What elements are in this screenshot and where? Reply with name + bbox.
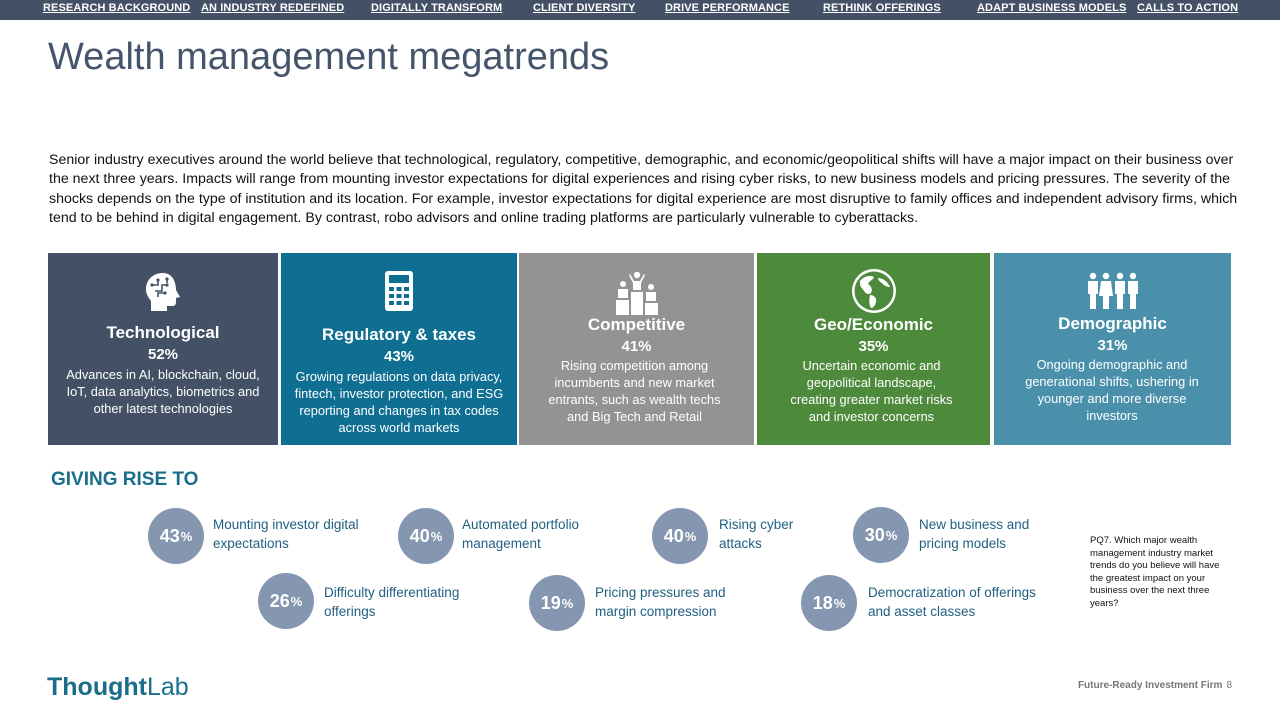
nav-link-adapt-business-models[interactable]: ADAPT BUSINESS MODELS [977, 2, 1127, 14]
trend-percent: 35% [858, 338, 889, 355]
trend-name: Technological [106, 323, 220, 342]
percent-sign: % [180, 528, 193, 544]
top-navigation-bar: RESEARCH BACKGROUND AN INDUSTRY REDEFINE… [0, 0, 1280, 20]
impact-bubble: 26% [258, 573, 314, 629]
trend-name: Competitive [587, 315, 686, 334]
trend-name: Demographic [1058, 314, 1167, 333]
trend-percent: 43% [383, 348, 415, 365]
percent-sign: % [561, 595, 574, 611]
page-footer: Future-Ready Investment Firm 8 [1078, 680, 1232, 691]
impact-label: Democratization of offerings and asset c… [868, 585, 1036, 619]
percent-sign: % [885, 527, 898, 543]
trend-description: Ongoing demographic and generational shi… [1025, 357, 1199, 423]
trend-name: Geo/Economic [813, 315, 934, 334]
trend-tile-demographic: Demographic 31% Ongoing demographic and … [994, 253, 1231, 445]
footer-title: Future-Ready Investment Firm [1077, 680, 1223, 691]
nav-link-drive-performance[interactable]: DRIVE PERFORMANCE [665, 2, 790, 14]
impact-value: 19 [540, 592, 561, 613]
impact-label: Automated portfolio management [462, 517, 580, 551]
impact-value: 40 [409, 525, 430, 546]
trend-tile-competitive: Competitive 41% Rising competition among… [519, 253, 754, 445]
trend-tile-geo-economic: Geo/Economic 35% Uncertain economic and … [757, 253, 990, 445]
brain-head-icon [48, 271, 278, 313]
impact-bubble: 18% [801, 575, 857, 631]
people-icon [994, 272, 1231, 310]
percent-sign: % [430, 528, 443, 544]
trend-tile-regulatory-taxes: Regulatory & taxes 43% Growing regulatio… [281, 253, 517, 445]
nav-link-research-background[interactable]: RESEARCH BACKGROUND [43, 2, 191, 14]
impact-value: 40 [663, 525, 684, 546]
impact-bubble: 19% [529, 575, 585, 631]
intro-paragraph: Senior industry executives around the wo… [49, 152, 1238, 226]
impact-label: New business and pricing models [919, 517, 1030, 551]
trend-percent: 41% [621, 338, 652, 355]
trend-description: Growing regulations on data privacy, fin… [294, 369, 504, 435]
impact-value: 43 [159, 525, 180, 546]
trend-description: Uncertain economic and geopolitical land… [790, 358, 953, 424]
nav-link-an-industry-redefined[interactable]: AN INDUSTRY REDEFINED [201, 2, 345, 14]
globe-icon [757, 267, 990, 315]
impact-label: Rising cyber attacks [719, 517, 794, 551]
impact-value: 18 [812, 592, 833, 613]
impact-label: Pricing pressures and margin compression [595, 585, 726, 619]
giving-rise-to-heading: GIVING RISE TO [51, 469, 199, 490]
podium-icon [519, 271, 754, 315]
nav-link-rethink-offerings[interactable]: RETHINK OFFERINGS [823, 2, 941, 14]
percent-sign: % [290, 593, 303, 609]
trend-tile-technological: Technological 52% Advances in AI, blockc… [48, 253, 278, 445]
percent-sign: % [833, 595, 846, 611]
trend-description: Advances in AI, blockchain, cloud, IoT, … [66, 367, 260, 416]
impact-bubble: 40% [652, 508, 708, 564]
impact-label: Difficulty differentiating offerings [324, 585, 460, 619]
impact-value: 30 [864, 524, 885, 545]
impact-bubble: 40% [398, 508, 454, 564]
trend-description: Rising competition among incumbents and … [548, 358, 721, 424]
impact-value: 26 [269, 590, 290, 611]
survey-question-note: PQ7. Which major wealth management indus… [1090, 535, 1220, 609]
nav-link-calls-to-action[interactable]: CALLS TO ACTION [1137, 2, 1239, 14]
trend-percent: 31% [1097, 337, 1128, 354]
page-title: Wealth management megatrends [48, 36, 610, 78]
trend-percent: 52% [147, 346, 179, 363]
trend-name: Regulatory & taxes [322, 325, 476, 344]
thoughtlab-logo: ThoughtLab [47, 673, 189, 701]
impact-bubble: 43% [148, 508, 204, 564]
percent-sign: % [684, 528, 697, 544]
impact-label: Mounting investor digital expectations [213, 517, 359, 551]
nav-link-client-diversity[interactable]: CLIENT DIVERSITY [533, 2, 636, 14]
page-number: 8 [1226, 680, 1232, 691]
impact-bubble: 30% [853, 507, 909, 563]
calculator-icon [281, 270, 517, 312]
nav-link-digitally-transform[interactable]: DIGITALLY TRANSFORM [371, 2, 503, 14]
